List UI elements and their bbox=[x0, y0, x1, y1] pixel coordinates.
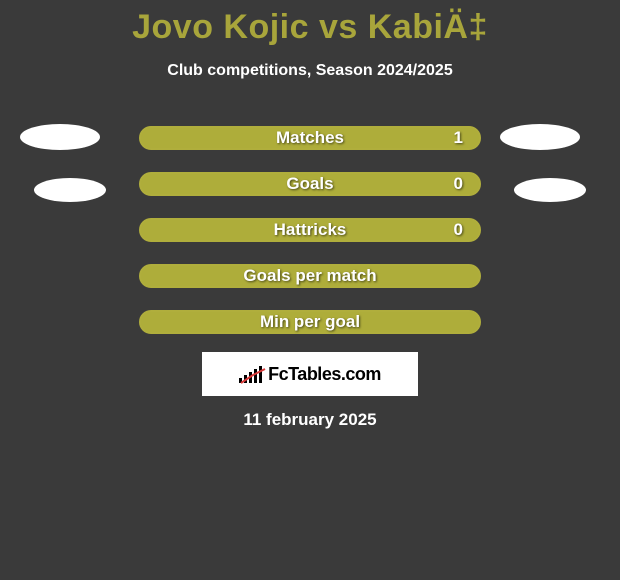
bar-value: 0 bbox=[454, 220, 463, 240]
bar-matches: Matches 1 bbox=[139, 126, 481, 150]
bar-value: 0 bbox=[454, 174, 463, 194]
subtitle: Club competitions, Season 2024/2025 bbox=[0, 62, 620, 80]
logo-bars-icon bbox=[239, 365, 262, 383]
left-ellipse-1 bbox=[20, 124, 100, 150]
bar-label: Hattricks bbox=[141, 220, 479, 240]
page-title: Jovo Kojic vs KabiÄ‡ bbox=[0, 8, 620, 47]
date-text: 11 february 2025 bbox=[243, 410, 376, 430]
logo-text: FcTables.com bbox=[268, 364, 381, 385]
bar-hattricks: Hattricks 0 bbox=[139, 218, 481, 242]
fctables-logo: FcTables.com bbox=[202, 352, 418, 396]
right-ellipse-2 bbox=[514, 178, 586, 202]
bar-label: Goals bbox=[141, 174, 479, 194]
bar-goals: Goals 0 bbox=[139, 172, 481, 196]
bar-goals-per-match: Goals per match bbox=[139, 264, 481, 288]
bar-label: Goals per match bbox=[141, 266, 479, 286]
bar-min-per-goal: Min per goal bbox=[139, 310, 481, 334]
right-ellipse-1 bbox=[500, 124, 580, 150]
bar-label: Min per goal bbox=[141, 312, 479, 332]
bar-label: Matches bbox=[141, 128, 479, 148]
left-ellipse-2 bbox=[34, 178, 106, 202]
bar-value: 1 bbox=[454, 128, 463, 148]
